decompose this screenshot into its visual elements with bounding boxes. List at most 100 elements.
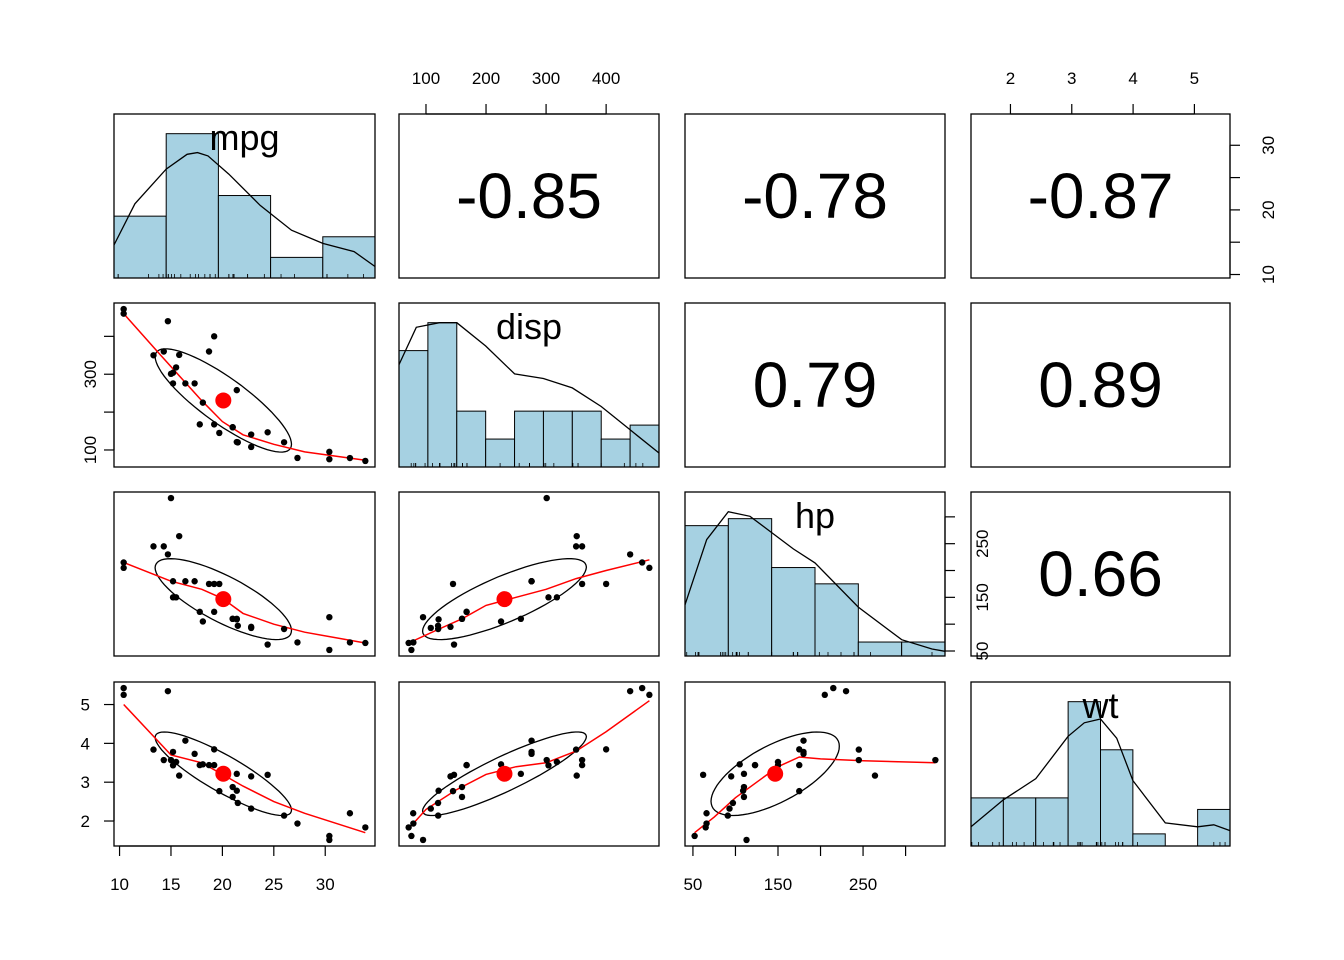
- data-point: [120, 305, 127, 313]
- data-point: [743, 836, 750, 844]
- smooth-line: [123, 561, 366, 644]
- data-point: [205, 348, 213, 355]
- data-point: [326, 836, 333, 844]
- data-point: [528, 737, 535, 744]
- plot-area: [691, 684, 939, 844]
- data-point: [294, 454, 301, 462]
- data-point: [419, 613, 427, 621]
- data-point: [543, 494, 550, 502]
- data-point: [578, 543, 586, 550]
- data-point: [602, 746, 610, 753]
- panel-border: [113, 491, 376, 657]
- mean-point: [215, 765, 232, 782]
- data-point: [739, 787, 747, 794]
- data-point: [434, 799, 442, 807]
- data-point: [164, 687, 172, 695]
- histogram-bar: [217, 195, 272, 279]
- panel-mpg-mpg: mpg: [113, 113, 376, 279]
- data-point: [724, 812, 732, 819]
- data-point: [729, 799, 737, 807]
- y-tick-label-disp: 300: [81, 360, 100, 388]
- data-point: [572, 543, 580, 550]
- x-tick-label-mpg: 10: [110, 875, 129, 894]
- histogram-bar: [771, 567, 816, 657]
- data-point: [497, 761, 505, 768]
- correlation-ellipse: [710, 731, 840, 817]
- histogram-bar: [1035, 797, 1069, 847]
- data-point: [703, 810, 710, 817]
- data-point: [796, 787, 803, 795]
- panel-border: [970, 302, 1231, 468]
- panel-disp-hp: 0.79: [684, 302, 946, 468]
- panel-wt-wt: wt: [970, 681, 1231, 847]
- data-point: [169, 380, 177, 387]
- top-tick-label-wt: 2: [1006, 69, 1015, 88]
- right-tick-label-mpg: 30: [1259, 136, 1278, 155]
- histogram-bar: [727, 518, 773, 657]
- data-point: [736, 761, 743, 768]
- x-tick-label-mpg: 25: [264, 875, 283, 894]
- data-point: [638, 559, 646, 566]
- panel-disp-disp: disp: [398, 302, 660, 468]
- data-point: [553, 758, 561, 766]
- data-point: [573, 532, 580, 540]
- data-point: [410, 820, 417, 827]
- data-point: [800, 737, 807, 744]
- data-point: [199, 399, 207, 406]
- panel-hp-wt: 0.66: [970, 491, 1231, 657]
- data-point: [842, 687, 850, 695]
- data-point: [463, 608, 470, 616]
- histogram-bar: [485, 438, 516, 468]
- data-point: [294, 639, 301, 646]
- x-tick-label-mpg: 15: [162, 875, 181, 894]
- density-curve: [398, 322, 660, 454]
- plot-area: [405, 494, 653, 654]
- mean-point: [496, 765, 513, 782]
- histogram-bar: [456, 410, 487, 468]
- data-point: [210, 761, 218, 769]
- data-point: [346, 639, 354, 646]
- histogram-bar: [514, 410, 544, 468]
- panel-border: [113, 302, 376, 468]
- x-tick-label-hp: 250: [849, 875, 877, 894]
- data-point: [196, 421, 203, 428]
- data-point: [210, 746, 218, 753]
- data-point: [362, 824, 369, 831]
- histogram-bar: [600, 438, 631, 468]
- panel-border: [113, 113, 376, 279]
- data-point: [150, 746, 157, 753]
- histogram-bar: [542, 410, 573, 468]
- correlation-ellipse: [421, 731, 588, 817]
- data-point: [458, 793, 466, 801]
- data-point: [294, 820, 301, 827]
- data-point: [175, 772, 183, 779]
- data-point: [169, 594, 177, 601]
- data-point: [264, 429, 271, 436]
- data-point: [280, 812, 288, 819]
- data-point: [326, 613, 333, 621]
- data-point: [247, 773, 255, 780]
- data-point: [528, 578, 535, 585]
- data-point: [167, 370, 175, 378]
- x-tick-label-mpg: 20: [213, 875, 232, 894]
- data-point: [427, 624, 434, 632]
- top-tick-label-disp: 200: [472, 69, 500, 88]
- data-point: [191, 750, 198, 758]
- plot-area: [120, 494, 369, 654]
- data-point: [932, 756, 939, 764]
- data-point: [409, 810, 417, 817]
- correlation-value: 0.66: [1038, 538, 1163, 610]
- data-point: [821, 691, 828, 699]
- histogram-bar: [814, 583, 859, 657]
- data-point: [545, 762, 552, 769]
- correlation-ellipse: [154, 558, 293, 641]
- top-tick-label-wt: 4: [1128, 69, 1137, 88]
- data-point: [362, 639, 369, 647]
- data-point: [447, 623, 454, 631]
- data-point: [196, 608, 203, 616]
- smooth-line: [123, 703, 366, 834]
- data-point: [449, 580, 457, 588]
- data-point: [169, 748, 177, 756]
- mean-point: [215, 591, 232, 608]
- right-tick-label-hp: 150: [973, 583, 992, 611]
